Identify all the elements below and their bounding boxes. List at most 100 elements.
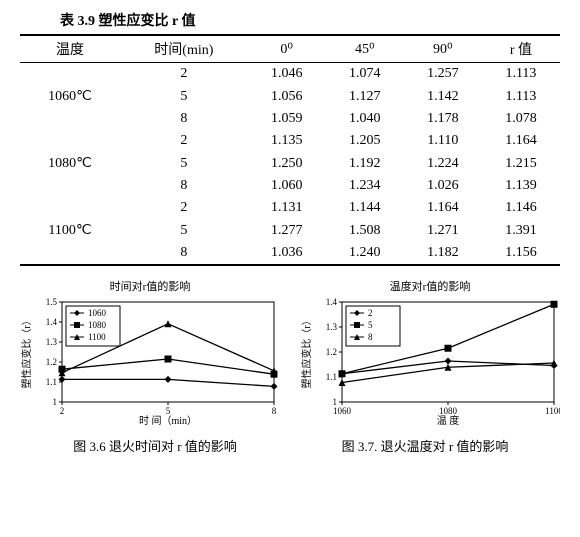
cell-value: 1.156 [482, 242, 560, 265]
svg-text:1060: 1060 [333, 406, 352, 416]
cell-temp [20, 130, 120, 152]
cell-value: 1.139 [482, 175, 560, 197]
table-row: 21.1351.2051.1101.164 [20, 130, 560, 152]
table-row: 21.0461.0741.2571.113 [20, 63, 560, 86]
cell-value: 5 [120, 85, 248, 108]
cell-value: 8 [120, 242, 248, 265]
col-45: 45⁰ [326, 35, 404, 63]
cell-value: 1.144 [326, 197, 404, 219]
cell-temp: 1100℃ [20, 219, 120, 242]
svg-text:1.1: 1.1 [46, 377, 57, 387]
cell-value: 1.040 [326, 108, 404, 130]
cell-value: 5 [120, 152, 248, 175]
cell-value: 1.215 [482, 152, 560, 175]
chart-left-title: 时间对r值的影响 [20, 278, 280, 294]
table-title: 表 3.9 塑性应变比 r 值 [20, 10, 560, 30]
cell-value: 1.046 [248, 63, 326, 86]
cell-value: 1.056 [248, 85, 326, 108]
cell-value: 1.277 [248, 219, 326, 242]
svg-text:塑性应变比（r）: 塑性应变比（r） [20, 315, 33, 388]
caption-left: 图 3.6 退火时间对 r 值的影响 [20, 436, 290, 455]
svg-text:时 间（min）: 时 间（min） [139, 414, 197, 426]
svg-text:1.2: 1.2 [326, 347, 337, 357]
cell-value: 2 [120, 63, 248, 86]
svg-text:1100: 1100 [545, 406, 560, 416]
table-row: 1080℃51.2501.1921.2241.215 [20, 152, 560, 175]
svg-text:塑性应变比（r）: 塑性应变比（r） [300, 315, 313, 388]
cell-value: 1.135 [248, 130, 326, 152]
cell-temp [20, 175, 120, 197]
col-temp: 温度 [20, 35, 120, 63]
cell-value: 1.127 [326, 85, 404, 108]
svg-text:5: 5 [166, 406, 171, 416]
svg-text:1.5: 1.5 [46, 297, 58, 307]
cell-value: 1.142 [404, 85, 482, 108]
cell-temp [20, 108, 120, 130]
cell-value: 1.113 [482, 85, 560, 108]
svg-text:1.3: 1.3 [326, 322, 338, 332]
chart-left: 时间对r值的影响 1 1.1 1.2 1.3 1.4 1.5 2 5 8 1060 1080 1100… [20, 278, 280, 426]
col-90: 90⁰ [404, 35, 482, 63]
caption-right: 图 3.7. 退火温度对 r 值的影响 [290, 436, 560, 455]
table-row: 81.0361.2401.1821.156 [20, 242, 560, 265]
svg-text:温 度: 温 度 [437, 414, 460, 426]
svg-text:1060: 1060 [88, 308, 107, 318]
svg-text:1.3: 1.3 [46, 337, 58, 347]
cell-value: 1.059 [248, 108, 326, 130]
cell-value: 1.205 [326, 130, 404, 152]
table-row: 81.0591.0401.1781.078 [20, 108, 560, 130]
cell-value: 1.250 [248, 152, 326, 175]
cell-value: 1.146 [482, 197, 560, 219]
cell-value: 1.257 [404, 63, 482, 86]
cell-value: 1.110 [404, 130, 482, 152]
chart-right: 温度对r值的影响 11.11.21.31.4106010801100258温 度… [300, 278, 560, 426]
svg-text:2: 2 [368, 308, 373, 318]
cell-value: 1.391 [482, 219, 560, 242]
svg-text:1080: 1080 [439, 406, 458, 416]
cell-value: 1.234 [326, 175, 404, 197]
cell-value: 1.271 [404, 219, 482, 242]
table-row: 81.0601.2341.0261.139 [20, 175, 560, 197]
cell-value: 5 [120, 219, 248, 242]
cell-value: 2 [120, 197, 248, 219]
cell-value: 1.026 [404, 175, 482, 197]
cell-temp [20, 197, 120, 219]
svg-text:1.2: 1.2 [46, 357, 57, 367]
col-0: 0⁰ [248, 35, 326, 63]
cell-value: 1.164 [404, 197, 482, 219]
svg-text:1100: 1100 [88, 332, 106, 342]
cell-temp: 1080℃ [20, 152, 120, 175]
svg-text:1.4: 1.4 [46, 317, 58, 327]
cell-value: 1.074 [326, 63, 404, 86]
cell-value: 1.508 [326, 219, 404, 242]
cell-value: 1.131 [248, 197, 326, 219]
table-row: 1060℃51.0561.1271.1421.113 [20, 85, 560, 108]
svg-text:1.4: 1.4 [326, 297, 338, 307]
cell-temp: 1060℃ [20, 85, 120, 108]
svg-text:1.1: 1.1 [326, 372, 337, 382]
cell-value: 1.060 [248, 175, 326, 197]
cell-value: 1.178 [404, 108, 482, 130]
cell-value: 8 [120, 108, 248, 130]
col-time: 时间(min) [120, 35, 248, 63]
cell-value: 1.192 [326, 152, 404, 175]
cell-value: 1.036 [248, 242, 326, 265]
cell-value: 1.113 [482, 63, 560, 86]
svg-text:2: 2 [60, 406, 65, 416]
cell-value: 2 [120, 130, 248, 152]
cell-value: 1.078 [482, 108, 560, 130]
cell-value: 1.182 [404, 242, 482, 265]
svg-text:1: 1 [53, 397, 58, 407]
svg-text:5: 5 [368, 320, 373, 330]
cell-value: 1.224 [404, 152, 482, 175]
svg-text:8: 8 [368, 332, 373, 342]
cell-temp [20, 242, 120, 265]
svg-text:8: 8 [272, 406, 277, 416]
col-r: r 值 [482, 35, 560, 63]
cell-value: 1.240 [326, 242, 404, 265]
cell-value: 8 [120, 175, 248, 197]
svg-text:1080: 1080 [88, 320, 107, 330]
cell-temp [20, 63, 120, 86]
table-row: 21.1311.1441.1641.146 [20, 197, 560, 219]
chart-right-title: 温度对r值的影响 [300, 278, 560, 294]
